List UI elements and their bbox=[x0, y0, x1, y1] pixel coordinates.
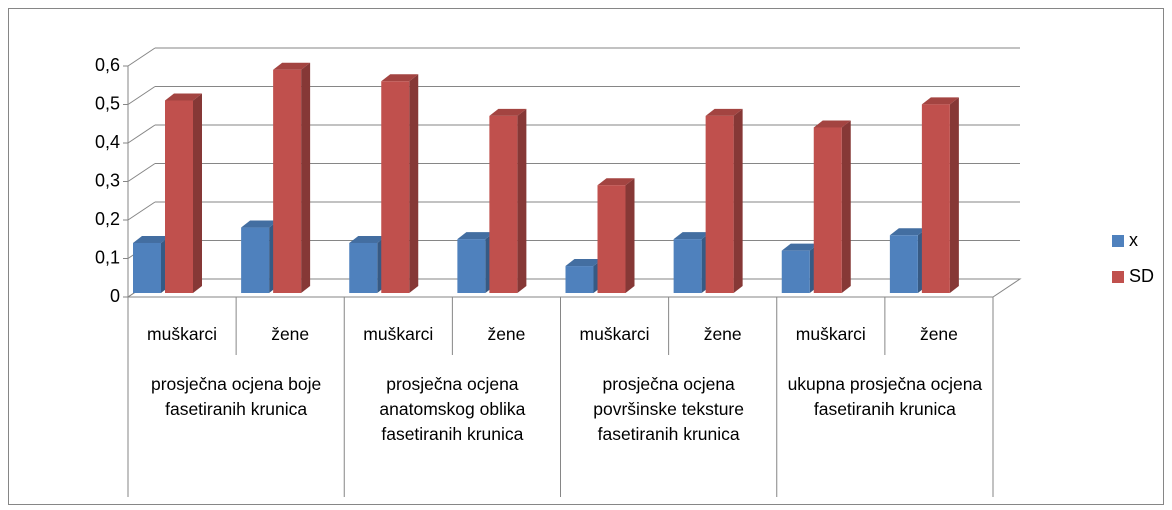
legend-label: SD bbox=[1129, 266, 1154, 286]
bar-side bbox=[841, 120, 851, 293]
bar bbox=[349, 235, 387, 293]
bar-side bbox=[733, 108, 743, 294]
bar-front bbox=[349, 242, 378, 293]
bar bbox=[133, 235, 170, 293]
bar-top bbox=[457, 232, 495, 240]
bar-front bbox=[381, 81, 410, 293]
bar-top bbox=[673, 232, 711, 240]
x-tick-label: žene bbox=[271, 324, 310, 344]
bar-top bbox=[133, 235, 170, 243]
bar-front bbox=[889, 235, 918, 293]
bar bbox=[705, 108, 743, 294]
bar-front bbox=[673, 239, 702, 293]
bar-front bbox=[813, 127, 842, 293]
bar bbox=[165, 93, 202, 293]
bar-front bbox=[781, 250, 810, 293]
grid-line bbox=[127, 47, 156, 67]
group-label: prosječna ocjena anatomskog oblika faset… bbox=[379, 374, 526, 444]
legend-swatch bbox=[1112, 235, 1124, 247]
bar bbox=[673, 232, 711, 293]
bar-front bbox=[241, 227, 270, 293]
group-label: ukupna prosječna ocjena fasetiranih krun… bbox=[787, 374, 983, 419]
bar-front bbox=[597, 185, 626, 293]
grid-line bbox=[127, 163, 156, 182]
bar-top bbox=[813, 120, 851, 128]
bar bbox=[781, 243, 819, 293]
x-tick-label: muškarci bbox=[795, 324, 866, 344]
x-tick-label: žene bbox=[919, 324, 958, 344]
y-tick-label: 0 bbox=[110, 286, 120, 306]
y-tick-label: 0,6 bbox=[95, 55, 120, 75]
bar-front bbox=[489, 115, 518, 294]
bar-front bbox=[165, 100, 193, 293]
bar-side bbox=[625, 178, 635, 293]
legend-label: x bbox=[1129, 230, 1138, 250]
bar-side bbox=[409, 74, 419, 293]
y-tick-label: 0,1 bbox=[95, 247, 120, 267]
bar-top bbox=[781, 243, 819, 251]
bar-top bbox=[565, 259, 603, 267]
x-tick-label: žene bbox=[703, 324, 742, 344]
y-tick-label: 0,4 bbox=[95, 132, 120, 152]
bar-top bbox=[705, 108, 743, 116]
group-label: prosječna ocjena površinske teksture fas… bbox=[593, 374, 744, 444]
bar-top bbox=[597, 178, 635, 186]
bar-top bbox=[889, 228, 927, 236]
bar-top bbox=[241, 220, 279, 228]
bar-side bbox=[517, 108, 527, 294]
bar-top bbox=[489, 108, 527, 116]
bar-front bbox=[565, 266, 594, 293]
y-tick-label: 0,3 bbox=[95, 170, 120, 190]
x-tick-label: žene bbox=[487, 324, 526, 344]
bar-side bbox=[193, 93, 202, 293]
x-tick-label: muškarci bbox=[579, 324, 650, 344]
bar-top bbox=[273, 62, 311, 70]
grid-line bbox=[127, 201, 156, 221]
bar bbox=[273, 62, 311, 294]
bar bbox=[813, 120, 851, 293]
bar-front bbox=[921, 104, 950, 293]
bar-side bbox=[301, 62, 311, 294]
grid-line bbox=[127, 86, 156, 105]
bar bbox=[241, 220, 279, 293]
bar-top bbox=[165, 93, 202, 101]
bar-side bbox=[949, 97, 959, 293]
bar-top bbox=[349, 235, 387, 243]
bar bbox=[381, 74, 419, 293]
grid-line bbox=[127, 124, 156, 144]
bar bbox=[921, 97, 959, 293]
legend-swatch bbox=[1112, 271, 1124, 283]
y-tick-label: 0,2 bbox=[95, 209, 120, 229]
bar-top bbox=[921, 97, 959, 105]
bar-front bbox=[705, 115, 734, 294]
x-tick-label: muškarci bbox=[363, 324, 434, 344]
bar bbox=[889, 228, 927, 293]
bar bbox=[565, 259, 603, 293]
bar-front bbox=[273, 69, 302, 293]
bar bbox=[489, 108, 527, 294]
x-tick-label: muškarci bbox=[147, 324, 218, 344]
bar-front bbox=[457, 239, 486, 293]
bar-top bbox=[381, 74, 419, 82]
bar-front bbox=[133, 242, 161, 293]
group-label: prosječna ocjena boje fasetiranih krunic… bbox=[150, 374, 322, 419]
bar bbox=[597, 178, 635, 293]
bar bbox=[457, 232, 495, 293]
y-tick-label: 0,5 bbox=[95, 93, 120, 113]
